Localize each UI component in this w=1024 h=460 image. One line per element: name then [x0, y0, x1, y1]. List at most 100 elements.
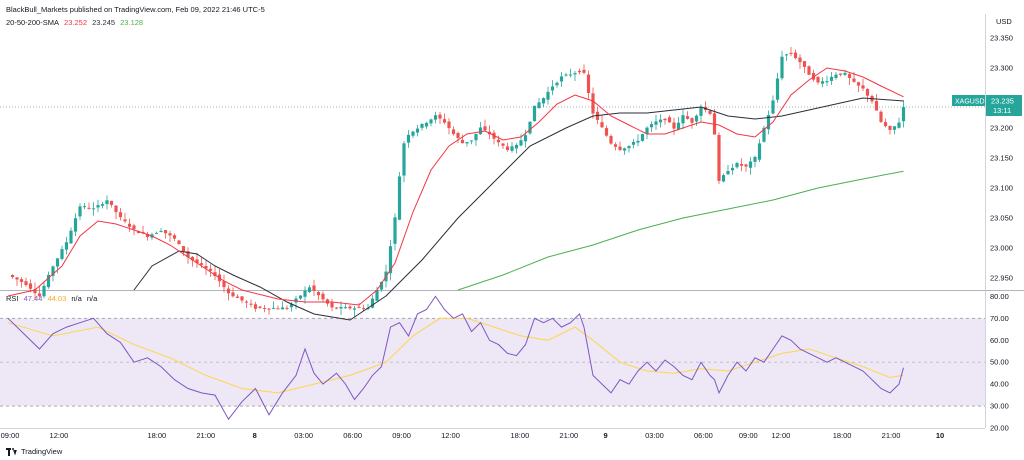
time-tick-label: 06:00 [694, 431, 713, 440]
candle-body [865, 88, 870, 96]
candle-body [568, 74, 573, 76]
candle-body [393, 217, 397, 244]
candle-body [483, 126, 487, 131]
candle-body [739, 163, 744, 166]
candle-body [744, 164, 748, 167]
last-price-tag [986, 95, 1022, 116]
sma20-line [7, 67, 904, 306]
time-tick-label: 09:00 [739, 431, 758, 440]
candle-body [298, 295, 303, 299]
candle-body [285, 307, 289, 309]
candle-body [181, 246, 186, 252]
candle-body [676, 122, 681, 130]
candle-body [514, 144, 519, 149]
candle-body [64, 242, 69, 250]
candle-body [226, 288, 231, 294]
rsi-ma-line [7, 317, 904, 394]
candle-body [19, 279, 24, 282]
candle-body [370, 298, 375, 308]
candle-body [87, 207, 91, 209]
rsi-na-1: n/a [71, 294, 82, 303]
price-tick-label: 23.000 [990, 244, 1013, 253]
rsi-legend[interactable]: RSI 47.44 44.03 n/a n/a [6, 294, 100, 303]
candle-body [591, 93, 595, 114]
candle-body [397, 176, 402, 220]
candle-body [820, 81, 825, 84]
candle-body [91, 208, 96, 210]
candle-body [244, 301, 249, 303]
candle-body [897, 122, 901, 128]
candle-body [240, 296, 244, 301]
time-tick-label: 06:00 [343, 431, 362, 440]
candle-body [186, 251, 190, 258]
candle-body [901, 107, 906, 122]
candle-body [694, 115, 699, 122]
candle-body [474, 133, 478, 141]
sma20-value: 23.252 [64, 18, 87, 27]
time-tick-label: 03:00 [645, 431, 664, 440]
candle-body [541, 98, 546, 104]
price-ticks: 23.35023.30023.25023.20023.15023.10023.0… [990, 34, 1013, 283]
candle-body [780, 56, 784, 79]
candle-body [231, 292, 235, 297]
candle-body [667, 117, 672, 123]
candle-body [249, 303, 253, 305]
candle-body [451, 129, 456, 135]
candle-body [339, 306, 343, 309]
candle-body [127, 223, 132, 227]
candle-body [726, 171, 730, 175]
candle-body [861, 85, 865, 89]
rsi-tick-label: 80.00 [990, 292, 1009, 301]
candle-body [735, 162, 739, 168]
candle-body [172, 235, 177, 239]
rsi-tick-label: 60.00 [990, 336, 1009, 345]
sma-legend[interactable]: 20-50-200-SMA 23.252 23.245 23.128 [6, 18, 146, 27]
candle-body [190, 256, 195, 261]
candle-body [262, 308, 267, 310]
candle-body [15, 277, 19, 280]
candle-body [433, 115, 438, 120]
candle-body [213, 272, 217, 277]
candle-body [316, 292, 321, 296]
price-tick-label: 22.950 [990, 274, 1013, 283]
candle-body [564, 74, 568, 76]
time-tick-label: 8 [253, 431, 257, 440]
candle-body [267, 308, 271, 310]
candle-body [636, 140, 640, 143]
candle-body [883, 122, 888, 127]
candle-body [834, 74, 838, 78]
rsi-ticks: 80.00 70.00 60.00 50.00 40.00 30.00 20.00 [990, 292, 1009, 433]
candle-body [501, 143, 505, 146]
symbol-price-label[interactable]: XAGUSD 23.235 13:11 [952, 95, 1022, 116]
candle-body [528, 121, 532, 134]
candle-body [604, 128, 609, 136]
candle-body [613, 144, 618, 147]
candle-body [177, 240, 181, 245]
candle-body [258, 306, 262, 308]
footer[interactable]: TradingView [6, 447, 62, 456]
rsi-tick-label: 20.00 [990, 424, 1009, 433]
candle-body [447, 121, 451, 129]
candle-body [199, 263, 204, 265]
candle-body [748, 161, 753, 168]
candle-body [42, 285, 46, 297]
candle-body [28, 283, 33, 289]
time-tick-label: 12:00 [50, 431, 69, 440]
candle-body [523, 135, 528, 142]
time-tick-label: 18:00 [833, 431, 852, 440]
candle-body [559, 76, 564, 82]
candle-body [73, 218, 78, 232]
candle-body [757, 143, 762, 160]
candle-body [195, 259, 199, 264]
candle-body [388, 246, 393, 274]
candle-body [100, 204, 105, 206]
candle-body [685, 116, 690, 119]
rsi-na-2: n/a [86, 294, 98, 303]
candle-body [519, 140, 523, 146]
candle-body [37, 293, 42, 297]
candle-body [123, 219, 127, 222]
countdown-label: 13:11 [993, 106, 1011, 115]
candle-body [789, 52, 793, 54]
sma-legend-label: 20-50-200-SMA [6, 18, 59, 27]
